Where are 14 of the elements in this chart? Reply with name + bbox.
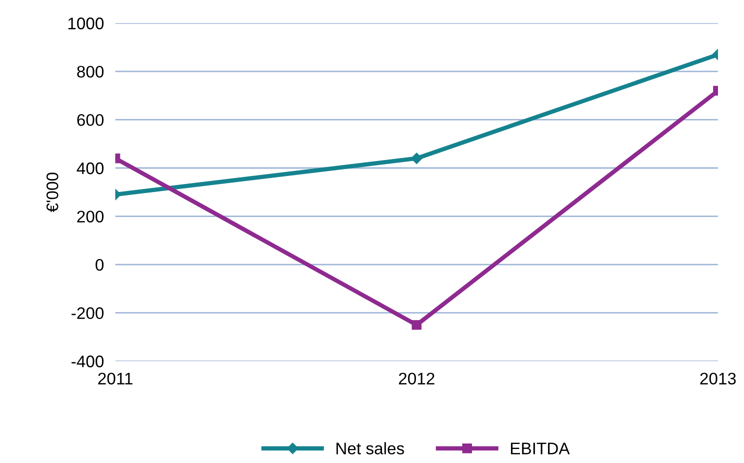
y-tick-label: 0: [96, 258, 104, 271]
x-tick-label: 2012: [398, 372, 434, 384]
x-tick-label: 2011: [98, 372, 132, 384]
y-axis-title: €'000: [46, 172, 58, 212]
y-tick-label: 200: [77, 210, 104, 222]
y-tick-label: -200: [72, 307, 104, 320]
x-tick-label: 2013: [700, 372, 736, 384]
legend-label: Net sales: [336, 442, 404, 454]
y-tick-label: 800: [77, 66, 104, 78]
y-tick-label: 600: [77, 114, 104, 126]
y-tick-label: 1000: [68, 18, 104, 30]
y-tick-label: -400: [72, 356, 104, 368]
legend-label: EBITDA: [510, 442, 570, 454]
y-tick-label: 400: [76, 162, 104, 174]
